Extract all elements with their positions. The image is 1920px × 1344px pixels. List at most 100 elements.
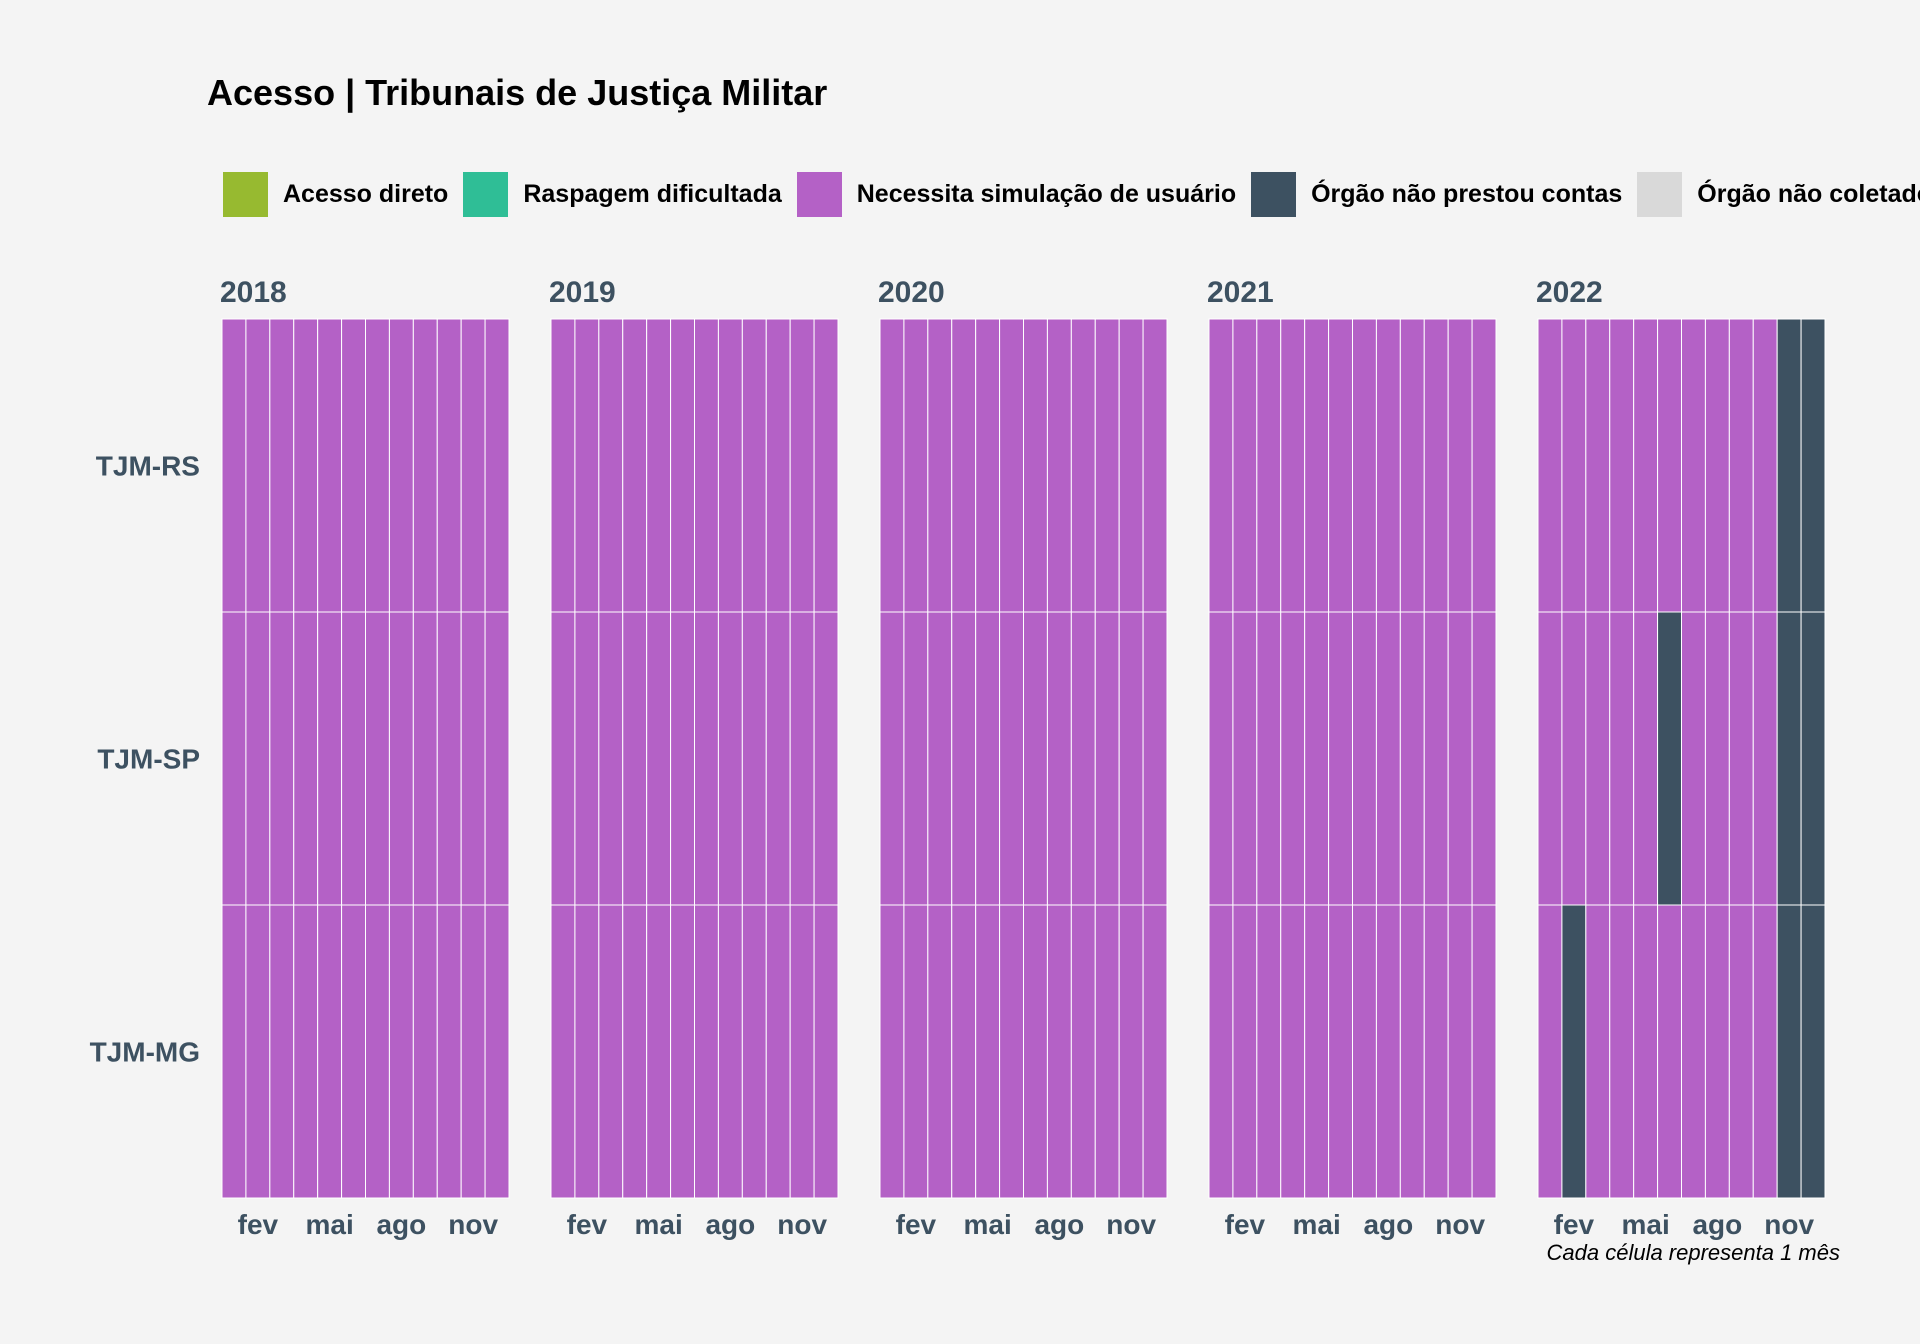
heatmap-cell xyxy=(460,318,486,613)
month-tick-label: mai xyxy=(306,1209,354,1240)
heatmap-cell xyxy=(1142,318,1168,613)
heatmap-cell xyxy=(341,318,367,613)
heatmap-cell xyxy=(1561,904,1587,1199)
heatmap-cell xyxy=(1681,318,1706,613)
heatmap-cell xyxy=(1118,318,1144,613)
year-label: 2022 xyxy=(1536,276,1603,309)
heatmap-cell xyxy=(484,904,510,1199)
heatmap-cell xyxy=(622,904,648,1199)
heatmap-cell xyxy=(550,611,576,906)
heatmap-cell xyxy=(1256,611,1282,906)
chart-title: Acesso | Tribunais de Justiça Militar xyxy=(207,72,828,113)
heatmap-cell xyxy=(1352,611,1377,906)
month-tick-label: mai xyxy=(635,1209,683,1240)
heatmap-cell xyxy=(221,318,247,613)
legend-label: Órgão não prestou contas xyxy=(1311,180,1623,208)
heatmap-cell xyxy=(1800,904,1826,1199)
heatmap-cell xyxy=(1423,318,1449,613)
heatmap-cell xyxy=(484,611,510,906)
heatmap-cell xyxy=(1537,318,1563,613)
year-label: 2018 xyxy=(220,276,287,309)
heatmap-cell xyxy=(317,318,343,613)
heatmap-cell xyxy=(341,904,367,1199)
heatmap-cell xyxy=(293,318,319,613)
heatmap-cell xyxy=(1328,318,1354,613)
heatmap-cell xyxy=(1471,318,1497,613)
heatmap-cell xyxy=(1800,318,1826,613)
month-tick-label: nov xyxy=(1435,1209,1485,1240)
year-label: 2021 xyxy=(1207,276,1274,309)
month-tick-label: nov xyxy=(448,1209,498,1240)
heatmap-cell xyxy=(789,904,815,1199)
heatmap-cell xyxy=(1537,904,1563,1199)
heatmap-cell xyxy=(1609,318,1635,613)
legend-item: Acesso direto xyxy=(223,172,463,217)
heatmap-cell xyxy=(1280,904,1306,1199)
heatmap-cell xyxy=(1304,318,1330,613)
heatmap-cell xyxy=(1094,611,1120,906)
heatmap-cell xyxy=(365,318,390,613)
heatmap-cell xyxy=(1375,611,1401,906)
heatmap-cell xyxy=(245,904,271,1199)
heatmap-cell xyxy=(927,318,953,613)
heatmap-cell xyxy=(317,904,343,1199)
heatmap-cell xyxy=(646,318,672,613)
heatmap-cell xyxy=(1752,611,1778,906)
heatmap-cell xyxy=(388,611,414,906)
heatmap-cell xyxy=(1023,611,1048,906)
legend-key xyxy=(1251,172,1297,217)
heatmap-cell xyxy=(1328,904,1354,1199)
heatmap-cell xyxy=(1657,611,1683,906)
heatmap-cell xyxy=(622,611,648,906)
heatmap-cell xyxy=(245,318,271,613)
month-tick-label: mai xyxy=(964,1209,1012,1240)
heatmap-cell xyxy=(317,611,343,906)
heatmap-cell xyxy=(717,318,743,613)
month-tick-label: fev xyxy=(896,1209,937,1240)
heatmap-cell xyxy=(813,904,839,1199)
heatmap-cell xyxy=(269,904,295,1199)
heatmap-cell xyxy=(598,318,624,613)
heatmap-cell xyxy=(1023,904,1048,1199)
legend-key xyxy=(223,172,268,217)
heatmap-cell xyxy=(1776,611,1802,906)
heatmap-cell xyxy=(365,904,390,1199)
heatmap-cell xyxy=(269,611,295,906)
legend-item: Necessita simulação de usuário xyxy=(796,172,1251,217)
legend-item: Órgão não prestou contas xyxy=(1251,172,1637,217)
heatmap-cell xyxy=(1633,318,1659,613)
heatmap-cell xyxy=(879,904,905,1199)
heatmap-cell xyxy=(694,904,719,1199)
heatmap-cell xyxy=(927,611,953,906)
heatmap-cell xyxy=(1447,318,1473,613)
heatmap-cell xyxy=(1776,904,1802,1199)
heatmap-cell xyxy=(1070,611,1096,906)
heatmap-cell xyxy=(879,318,905,613)
heatmap-cell xyxy=(1142,904,1168,1199)
heatmap-cell xyxy=(1633,611,1659,906)
heatmap-cell xyxy=(1609,611,1635,906)
heatmap-cell xyxy=(1232,611,1258,906)
month-tick-label: ago xyxy=(1692,1209,1742,1240)
month-tick-label: nov xyxy=(777,1209,827,1240)
month-tick-label: ago xyxy=(1363,1209,1413,1240)
heatmap-cell xyxy=(1728,318,1754,613)
heatmap-cell xyxy=(1208,318,1234,613)
heatmap-cell xyxy=(1471,611,1497,906)
heatmap-cell xyxy=(388,318,414,613)
month-tick-label: fev xyxy=(1225,1209,1266,1240)
heatmap-cell xyxy=(598,611,624,906)
heatmap-cell xyxy=(951,611,977,906)
heatmap-cell xyxy=(1280,318,1306,613)
heatmap-cell xyxy=(670,904,695,1199)
heatmap-cell xyxy=(293,611,319,906)
heatmap-cell xyxy=(1328,611,1354,906)
heatmap-cell xyxy=(765,904,791,1199)
heatmap-cell xyxy=(436,611,462,906)
heatmap-cell xyxy=(927,904,953,1199)
heatmap-cell xyxy=(269,318,295,613)
heatmap-cell xyxy=(221,904,247,1199)
heatmap-cell xyxy=(1681,904,1706,1199)
heatmap-cell xyxy=(293,904,319,1199)
heatmap-cell xyxy=(1800,611,1826,906)
